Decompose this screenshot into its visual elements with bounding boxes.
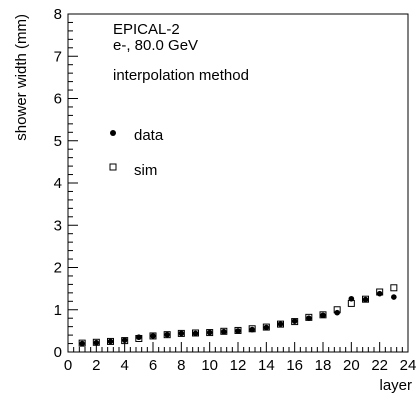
- y-tick-label: 0: [54, 344, 62, 361]
- data-point: [263, 324, 270, 331]
- x-tick-label: 20: [343, 357, 360, 374]
- x-tick-label: 10: [201, 357, 218, 374]
- sim-point: [262, 323, 270, 331]
- data-point: [376, 290, 383, 297]
- legend-label-sim: sim: [134, 162, 157, 179]
- data-points: [78, 284, 398, 347]
- data-point: [277, 321, 284, 327]
- data-point: [150, 333, 156, 339]
- sim-point: [135, 334, 143, 342]
- data-point: [320, 312, 326, 319]
- sim-point: [78, 339, 86, 347]
- data-point: [221, 328, 227, 335]
- legend-marker-sim: [109, 163, 117, 171]
- x-tick-label: 2: [92, 357, 100, 374]
- plot-border: [67, 13, 409, 353]
- x-tick-label: 22: [371, 357, 388, 374]
- x-axis-title: layer: [379, 377, 412, 394]
- legend: data sim: [109, 127, 164, 179]
- sim-point: [220, 327, 228, 335]
- sim-point: [248, 325, 256, 333]
- sim-point: [347, 299, 355, 307]
- sim-point: [376, 288, 384, 296]
- x-tick-label: 24: [400, 357, 417, 374]
- y-tick-label: 3: [54, 217, 62, 234]
- data-point: [249, 326, 255, 333]
- sim-point: [107, 337, 114, 345]
- sim-point: [192, 329, 199, 337]
- plot-frame: [67, 13, 409, 353]
- x-tick-label: 8: [177, 357, 185, 374]
- y-tick-label: 8: [54, 6, 62, 23]
- data-point: [235, 328, 241, 334]
- legend-marker-data: [110, 130, 116, 136]
- data-point: [306, 315, 312, 322]
- x-tick-label: 16: [286, 357, 303, 374]
- data-point: [93, 339, 100, 346]
- sim-point: [206, 329, 214, 337]
- x-tick-label: 0: [64, 357, 72, 374]
- y-tick-label: 1: [54, 302, 62, 319]
- annotation-beam: e-, 80.0 GeV: [113, 37, 198, 54]
- y-tick-label: 5: [54, 133, 62, 150]
- x-tick-label: 6: [149, 357, 157, 374]
- sim-point: [305, 313, 313, 321]
- annotation-epical: EPICAL-2: [113, 21, 180, 38]
- sim-point: [333, 306, 341, 314]
- data-point: [362, 296, 369, 303]
- x-tick-label: 14: [258, 357, 275, 374]
- y-tick-label: 7: [54, 48, 62, 65]
- data-point: [291, 318, 298, 324]
- data-point: [206, 329, 213, 336]
- y-tick-label: 6: [54, 91, 62, 108]
- sim-point: [149, 332, 157, 340]
- data-point: [107, 338, 114, 345]
- sim-point: [163, 331, 171, 339]
- sim-point: [92, 338, 100, 346]
- sim-point: [291, 318, 299, 326]
- y-tick-label: 4: [54, 175, 62, 192]
- sim-point: [277, 320, 284, 328]
- sim-point: [177, 329, 185, 337]
- x-tick-label: 18: [315, 357, 332, 374]
- data-point: [79, 340, 85, 347]
- y-tick-label: 2: [54, 260, 62, 277]
- x-tick-label: 12: [230, 357, 247, 374]
- data-point: [192, 330, 199, 337]
- sim-point: [319, 311, 327, 319]
- sim-point: [362, 295, 369, 303]
- x-axis: 0 2 4 6 8 10 12 14 16 18 20 22 24: [64, 342, 417, 374]
- y-axis: 0 1 2 3 4 5 6 7 8: [54, 6, 78, 361]
- legend-label-data: data: [134, 127, 164, 144]
- sim-point: [234, 326, 242, 334]
- sim-point: [121, 337, 129, 345]
- data-point: [391, 294, 397, 300]
- x-tick-label: 4: [120, 357, 128, 374]
- data-point: [178, 330, 185, 337]
- data-point: [121, 337, 128, 343]
- data-point: [164, 331, 170, 338]
- sim-point: [390, 284, 398, 292]
- y-axis-title: shower width (mm): [13, 14, 30, 141]
- annotation-method: interpolation method: [113, 67, 249, 84]
